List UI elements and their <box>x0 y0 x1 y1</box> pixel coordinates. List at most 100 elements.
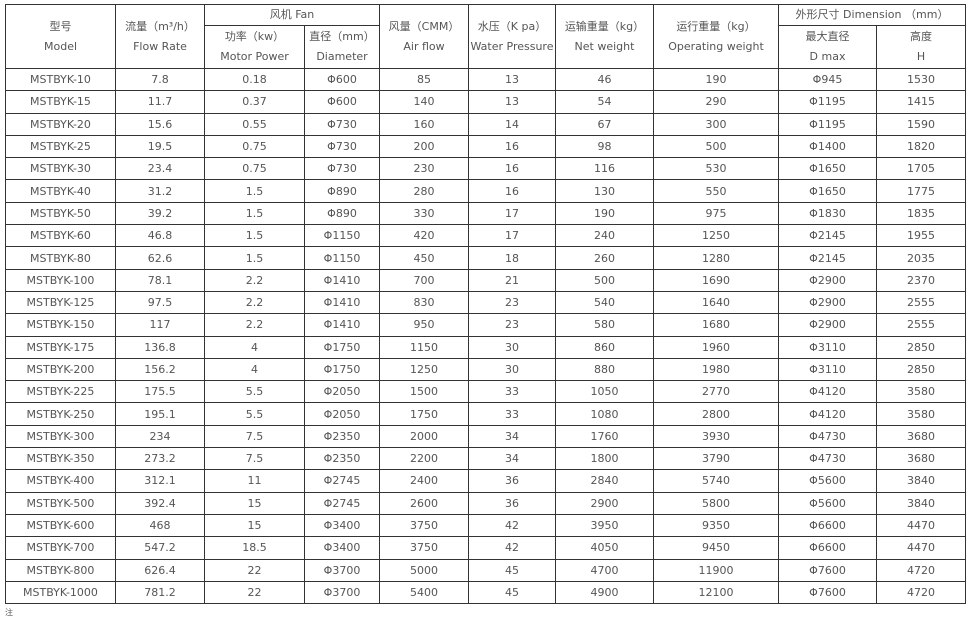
table-cell: 36 <box>468 491 556 515</box>
table-cell: 33 <box>468 380 556 404</box>
table-row: MSTBYK-15 11.7 0.37 Φ600 140 13 54 290 Φ1195 1415 <box>5 90 966 114</box>
table-cell: Φ1400 <box>778 134 877 159</box>
header-diameter: 直径（mm） Diameter <box>304 25 380 69</box>
table-cell: 0.18 <box>204 67 305 92</box>
table-cell: 1760 <box>555 424 654 449</box>
table-cell: MSTBYK-30 <box>5 157 116 181</box>
table-cell: Φ890 <box>304 179 380 203</box>
table-cell: 1980 <box>653 357 779 382</box>
table-cell: 700 <box>379 268 469 292</box>
table-cell: 3580 <box>876 402 966 426</box>
table-cell: MSTBYK-700 <box>5 536 116 560</box>
table-cell: Φ730 <box>304 157 380 181</box>
table-cell: 4 <box>204 357 305 382</box>
table-cell: 4470 <box>876 536 966 560</box>
table-cell: 62.6 <box>115 246 205 270</box>
table-cell: 4700 <box>555 558 654 582</box>
header-fan: 风机 Fan <box>204 4 380 26</box>
table-cell: 34 <box>468 447 556 471</box>
table-cell: MSTBYK-60 <box>5 224 116 248</box>
table-cell: 45 <box>468 558 556 582</box>
table-cell: 280 <box>379 179 469 203</box>
table-cell: 34 <box>468 424 556 449</box>
table-cell: 116 <box>555 157 654 181</box>
table-cell: 500 <box>653 134 779 159</box>
table-cell: 3930 <box>653 424 779 449</box>
table-cell: 5740 <box>653 469 779 493</box>
table-cell: 190 <box>555 201 654 226</box>
table-cell: 30 <box>468 357 556 382</box>
table-cell: 3680 <box>876 447 966 471</box>
table-cell: 22 <box>204 580 305 605</box>
table-cell: 136.8 <box>115 335 205 359</box>
table-cell: 1250 <box>379 357 469 382</box>
note: 注 <box>5 608 13 617</box>
table-cell: 2900 <box>555 491 654 515</box>
table-cell: Φ3110 <box>778 357 877 382</box>
table-cell: 1680 <box>653 313 779 337</box>
table-cell: 46 <box>555 67 654 92</box>
table-cell: 1800 <box>555 447 654 471</box>
table-cell: Φ4730 <box>778 447 877 471</box>
table-cell: 17 <box>468 201 556 226</box>
table-row: MSTBYK-1000 781.2 22 Φ3700 5400 45 4900 12100 Φ7… <box>5 580 966 605</box>
table-cell: 580 <box>555 313 654 337</box>
table-cell: 0.55 <box>204 112 305 136</box>
table-cell: 2555 <box>876 313 966 337</box>
table-cell: 1640 <box>653 290 779 315</box>
table-row: MSTBYK-80 62.6 1.5 Φ1150 450 18 260 1280 Φ2145 20… <box>5 246 966 270</box>
table-cell: 21 <box>468 268 556 292</box>
table-cell: 4720 <box>876 558 966 582</box>
table-cell: Φ2745 <box>304 469 380 493</box>
table-cell: 4720 <box>876 580 966 605</box>
table-cell: 23 <box>468 313 556 337</box>
table-cell: 16 <box>468 134 556 159</box>
header-operating-weight: 运行重量（kg） Operating weight <box>653 4 779 69</box>
table-cell: MSTBYK-350 <box>5 447 116 471</box>
table-cell: Φ2900 <box>778 268 877 292</box>
table-cell: 1590 <box>876 112 966 136</box>
table-cell: 5400 <box>379 580 469 605</box>
table-cell: 16 <box>468 179 556 203</box>
table-cell: Φ1410 <box>304 268 380 292</box>
header-motor-power: 功率（kw） Motor Power <box>204 25 305 69</box>
table-cell: 2840 <box>555 469 654 493</box>
table-cell: 42 <box>468 536 556 560</box>
table-cell: Φ7600 <box>778 558 877 582</box>
table-row: MSTBYK-200 156.2 4 Φ1750 1250 30 880 1980 Φ3110 2… <box>5 357 966 382</box>
table-cell: 2.2 <box>204 290 305 315</box>
table-cell: 860 <box>555 335 654 359</box>
table-cell: 4470 <box>876 513 966 538</box>
table-cell: 12100 <box>653 580 779 605</box>
table-cell: MSTBYK-250 <box>5 402 116 426</box>
table-cell: 5000 <box>379 558 469 582</box>
table-row: MSTBYK-400 312.1 11 Φ2745 2400 36 2840 5740 Φ560… <box>5 469 966 493</box>
header-dimension: 外形尺寸 Dimension （mm） <box>778 4 966 26</box>
table-cell: Φ730 <box>304 134 380 159</box>
table-cell: Φ600 <box>304 90 380 114</box>
table-cell: MSTBYK-100 <box>5 268 116 292</box>
table-cell: 190 <box>653 67 779 92</box>
table-cell: Φ1195 <box>778 112 877 136</box>
table-cell: 392.4 <box>115 491 205 515</box>
table-cell: 36 <box>468 469 556 493</box>
table-cell: 130 <box>555 179 654 203</box>
table-row: MSTBYK-20 15.6 0.55 Φ730 160 14 67 300 Φ1195 1590 <box>5 112 966 136</box>
table-cell: 39.2 <box>115 201 205 226</box>
table-cell: 1415 <box>876 90 966 114</box>
table-cell: 18.5 <box>204 536 305 560</box>
header-flow-rate: 流量（m³/h） Flow Rate <box>115 4 205 69</box>
table-cell: 3840 <box>876 491 966 515</box>
table-cell: 15 <box>204 513 305 538</box>
table-row: MSTBYK-25 19.5 0.75 Φ730 200 16 98 500 Φ1400 1820 <box>5 134 966 159</box>
table-cell: 1835 <box>876 201 966 226</box>
table-row: MSTBYK-30 23.4 0.75 Φ730 230 16 116 530 Φ1650 170… <box>5 157 966 181</box>
table-cell: 9450 <box>653 536 779 560</box>
table-cell: 33 <box>468 402 556 426</box>
table-cell: 1500 <box>379 380 469 404</box>
table-cell: 330 <box>379 201 469 226</box>
table-cell: MSTBYK-800 <box>5 558 116 582</box>
table-cell: 5.5 <box>204 380 305 404</box>
table-cell: 240 <box>555 224 654 248</box>
table-cell: 975 <box>653 201 779 226</box>
